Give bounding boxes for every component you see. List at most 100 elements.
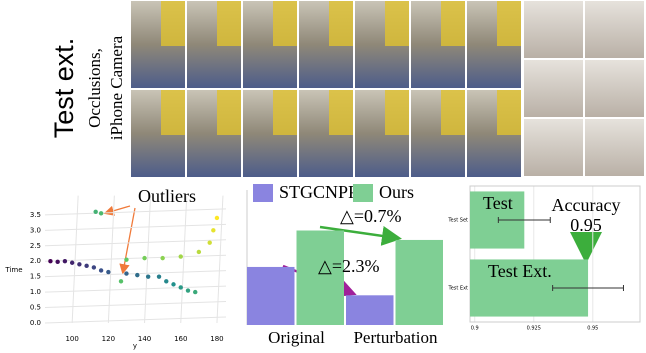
point xyxy=(160,255,165,261)
photo-grid xyxy=(131,1,644,177)
y-tick-label: Test Set xyxy=(447,218,468,224)
point xyxy=(77,262,82,267)
grid-line xyxy=(44,316,227,324)
grid-line xyxy=(44,208,227,216)
legend-swatch xyxy=(353,184,373,202)
y-tick-label: 3.0 xyxy=(30,226,41,234)
photo-wall xyxy=(161,1,185,46)
annotation: Outliers xyxy=(138,186,196,206)
photo-wall xyxy=(441,1,465,46)
point xyxy=(48,259,53,264)
grid-line xyxy=(180,195,188,324)
x-tick-label: 0.925 xyxy=(527,326,541,332)
point xyxy=(98,211,104,216)
point xyxy=(196,249,202,255)
point xyxy=(106,269,111,275)
point xyxy=(124,257,129,262)
annotation: Test Ext. xyxy=(488,261,552,281)
x-tick-label: 140 xyxy=(138,335,151,343)
x-tick-label: 160 xyxy=(174,335,187,343)
legend-label: Ours xyxy=(379,182,414,202)
annotation: △=0.7% xyxy=(340,206,402,226)
photo-wall xyxy=(385,90,409,135)
point xyxy=(211,228,216,233)
legend-swatch xyxy=(253,184,273,202)
panel-caption: iPhone Camera xyxy=(107,35,126,140)
grid-line xyxy=(44,270,227,278)
y-tick-label: 2.0 xyxy=(30,257,41,265)
photo xyxy=(524,1,583,58)
photo-wall xyxy=(441,90,465,135)
point xyxy=(142,255,147,261)
photo-wall xyxy=(217,1,241,46)
panel-label: Test ext. xyxy=(49,38,79,139)
point xyxy=(98,268,104,273)
y-tick-label: 2.5 xyxy=(30,242,41,250)
point xyxy=(118,279,124,284)
point xyxy=(145,274,151,279)
grid-line xyxy=(71,195,79,324)
photo xyxy=(585,60,644,117)
point xyxy=(178,285,183,290)
bar xyxy=(395,239,443,325)
photo xyxy=(585,1,644,58)
arrow xyxy=(319,225,402,246)
y-axis-label: Time xyxy=(4,266,22,274)
x-tick-label: 100 xyxy=(65,335,78,343)
x-tick-label: 180 xyxy=(210,335,223,343)
grid-line xyxy=(144,195,152,324)
point xyxy=(69,260,75,265)
x-tick-label: 120 xyxy=(102,335,115,343)
y-tick-label: Test Ext xyxy=(447,286,468,292)
y-tick-label: 1.5 xyxy=(30,273,41,281)
point xyxy=(185,288,191,293)
point xyxy=(91,265,97,270)
photo-wall xyxy=(273,90,297,135)
photo xyxy=(524,119,583,176)
point xyxy=(207,240,212,245)
x-tick-label: 0.95 xyxy=(587,326,598,332)
photo xyxy=(524,60,583,117)
grid-line xyxy=(216,195,224,324)
photo-wall xyxy=(385,1,409,46)
photo xyxy=(585,119,644,176)
photo-wall xyxy=(497,90,521,135)
grid-line xyxy=(44,223,227,231)
frame xyxy=(469,185,641,323)
point xyxy=(62,259,68,264)
photo-wall xyxy=(329,90,353,135)
legend-label: STGCNPP xyxy=(279,182,358,202)
photo-wall xyxy=(273,1,297,46)
photo-wall xyxy=(497,1,521,46)
point xyxy=(55,259,60,265)
point xyxy=(214,215,220,221)
point xyxy=(164,279,169,284)
annotation: Test xyxy=(483,193,513,213)
point xyxy=(178,254,183,259)
y-tick-label: 0.5 xyxy=(30,304,41,312)
grid-line xyxy=(44,301,227,309)
point xyxy=(171,282,176,287)
point xyxy=(84,263,89,269)
photo-wall xyxy=(161,90,185,135)
annotation: 0.95 xyxy=(570,215,602,235)
bar xyxy=(296,230,344,325)
grid-line xyxy=(107,195,115,324)
y-tick-label: 3.5 xyxy=(30,211,41,219)
point xyxy=(135,272,140,278)
arrow xyxy=(119,207,136,275)
bar xyxy=(346,295,394,325)
arrow xyxy=(103,205,131,216)
x-axis-label: y xyxy=(133,342,137,350)
grid-line xyxy=(44,254,227,262)
point xyxy=(124,271,129,276)
grid-line xyxy=(44,239,227,247)
point xyxy=(93,209,98,214)
point xyxy=(156,274,162,279)
x-tick-label: Perturbation xyxy=(353,328,438,347)
point xyxy=(193,289,198,295)
annotation: Accuracy xyxy=(552,195,621,215)
grid-line xyxy=(44,285,227,293)
panel-caption: Occlusions, xyxy=(85,48,104,128)
